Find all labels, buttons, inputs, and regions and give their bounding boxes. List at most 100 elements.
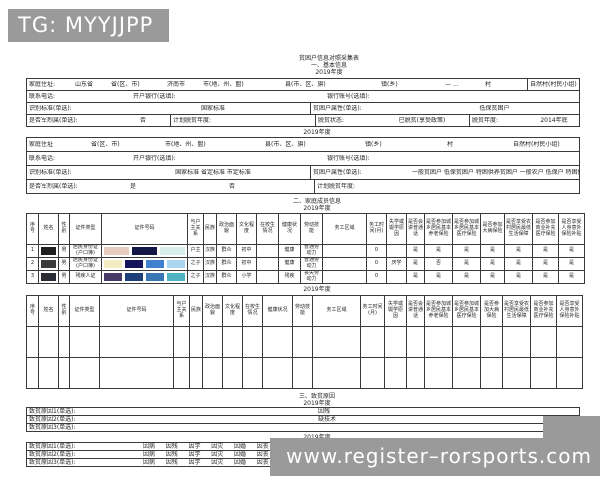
member-col-header: 是否参加城乡居民基本医疗保险 xyxy=(452,295,481,327)
family-members-table-filled: 序号 姓名 性别 证件类型 证件号码 与户主关系 民族 政治面貌 文化程度 在校生情况 健康状况 劳动… xyxy=(26,213,585,284)
redacted-cell xyxy=(101,270,188,284)
divider xyxy=(310,166,311,179)
cause-option: 因婚 xyxy=(233,458,246,466)
member-cell xyxy=(502,326,531,358)
member-cell xyxy=(360,326,385,358)
member-cell xyxy=(384,357,407,389)
out-year-value: 2014年底 xyxy=(540,116,568,124)
redaction-block xyxy=(41,260,56,268)
cause-option: 因残 xyxy=(165,442,178,450)
member-cell xyxy=(256,244,279,258)
divider xyxy=(170,115,171,126)
section2-year: 2019年度 xyxy=(303,205,331,212)
standard-label: 识别标准(单选): xyxy=(29,168,72,176)
redaction-block xyxy=(104,260,122,268)
status-value: 已脱贫(享受政策) xyxy=(398,116,446,124)
account-label: 银行账号(选填): xyxy=(327,92,370,100)
plan-year-label: 计划脱贫年度: xyxy=(173,116,212,124)
cause-option: 因丧 xyxy=(256,458,269,466)
member-col-header: 是否享受农村居民最低生活保障 xyxy=(504,213,533,245)
basic-info-blank: 家庭住址 省(区、市) 市(地、州、盟) 县(市、区、旗) 镇(乡) 村 自然村… xyxy=(26,137,580,194)
member-cell: 是 xyxy=(480,257,505,271)
military-row-blank: 是否军烈属(单选): 是 否 计划脱贫年度: xyxy=(26,180,580,194)
member-cell: 是 xyxy=(558,244,585,258)
member-cell: 是 xyxy=(480,244,505,258)
cause-option: 因婚 xyxy=(233,450,246,458)
village-suffix: 村 xyxy=(447,140,454,148)
year-label-3: 2019年度 xyxy=(303,286,331,293)
member-cell xyxy=(38,326,59,358)
redaction-block xyxy=(104,273,122,281)
member-cell: 汉族 xyxy=(203,244,217,258)
standard-row-blank: 识别标准(单选): 国家标准 省定标准 市定标准 贫困户属性(单选): 一般贫困… xyxy=(26,166,580,180)
military-value: 否 xyxy=(139,116,146,124)
member-col-header: 是否参加商业补充医疗保险 xyxy=(532,213,559,245)
member-cell xyxy=(38,357,59,389)
redacted-cell xyxy=(101,257,188,271)
redaction-block xyxy=(146,273,164,281)
member-cell: 群众 xyxy=(216,270,237,284)
member-cell xyxy=(173,326,190,358)
cause-options-label: 致贫原因1(单选): xyxy=(29,442,76,450)
member-col-header: 是否参加城乡居民基本养老保险 xyxy=(424,213,453,245)
cause-option: 因丧 xyxy=(256,450,269,458)
member-col-header: 是否享受人身意外保险补贴 xyxy=(556,295,583,327)
redaction-block xyxy=(146,260,164,268)
member-col-header: 文化程度 xyxy=(236,213,257,245)
member-cell: 丧失劳动力 xyxy=(300,270,323,284)
redacted-cell xyxy=(38,270,59,284)
phone-bank-row-blank: 联系电话: 开户银行(选填): 银行账号(选填): xyxy=(26,152,580,166)
family-members-table-blank: 序号 姓名 性别 证件类型 证件号码 与户主关系 民族 政治面貌 文化程度 在校生情况 健康状况 劳动… xyxy=(26,295,583,389)
member-cell: 初中 xyxy=(236,244,257,258)
member-cell xyxy=(322,270,367,284)
attr-label: 贫困户属性(单选): xyxy=(313,104,362,112)
member-col-header: 姓名 xyxy=(38,295,59,327)
member-cell: 男 xyxy=(58,270,70,284)
member-cell xyxy=(322,257,367,271)
member-cell: 是 xyxy=(424,244,453,258)
member-col-header: 姓名 xyxy=(38,213,59,245)
cause-option: 因丧 xyxy=(256,442,269,450)
member-cell: 是 xyxy=(558,270,585,284)
member-row: 2 男居民身份证(户口簿) 之子 汉族 群众 初中 健康 普通劳动力 0 厌学是否是是是是是 xyxy=(26,257,585,271)
standard-value: 国家标准 xyxy=(200,104,225,112)
member-cell xyxy=(312,357,361,389)
cause-option: 因灾 xyxy=(211,450,224,458)
member-col-header: 文化程度 xyxy=(222,295,243,327)
member-cell xyxy=(452,357,481,389)
member-cell: 普通劳动力 xyxy=(300,244,323,258)
member-cell xyxy=(99,326,174,358)
member-cell: 1 xyxy=(26,244,39,258)
member-cell: 是 xyxy=(406,244,425,258)
county-suffix: 县(市、区、旗) xyxy=(285,80,326,88)
member-col-header: 是否享受人身意外保险补贴 xyxy=(558,213,585,245)
redaction-block xyxy=(41,273,56,281)
member-col-header: 务工区域 xyxy=(312,295,361,327)
scanned-form: 贫困户信息对照采集表 一、基本信息 2019年度 家庭住址: 山东省 省(区、市… xyxy=(26,55,585,467)
member-col-header: 是否参加商业补充医疗保险 xyxy=(530,295,557,327)
standard-label: 识别标准(单选): xyxy=(29,104,72,112)
member-cell: 是 xyxy=(452,244,481,258)
member-cell xyxy=(424,326,453,358)
military-label: 是否军烈属(单选): xyxy=(29,182,78,190)
member-cell xyxy=(424,357,453,389)
member-cell: 0 xyxy=(366,257,387,271)
member-row xyxy=(26,357,583,389)
town-suffix: 镇(乡) xyxy=(381,80,398,88)
member-cell xyxy=(452,326,481,358)
hamlet-label: 自然村(村民小组) xyxy=(530,80,577,88)
member-cell xyxy=(556,357,583,389)
cause-options-label: 致贫原因3(单选): xyxy=(29,458,76,466)
attr-options: 一般贫困户 低保贫困户 特困供养贫困户 一般农户 低保户 特困供养户 xyxy=(412,168,579,176)
member-col-header: 务工时间(月) xyxy=(360,295,385,327)
member-col-header: 政治面貌 xyxy=(216,213,237,245)
member-cell: 健康 xyxy=(278,257,301,271)
poverty-causes-filled: 致贫原因1(单选): 因残 致贫原因2(单选): 缺技术 致贫原因3(单选): xyxy=(26,407,580,432)
redaction-block xyxy=(132,247,157,255)
member-col-header: 健康状况 xyxy=(262,295,293,327)
member-col-header: 性别 xyxy=(58,213,70,245)
member-col-header: 是否享受农村居民最低生活保障 xyxy=(502,295,531,327)
member-cell: 群众 xyxy=(216,257,237,271)
member-cell: 否 xyxy=(424,257,453,271)
attr-label: 贫困户属性(单选): xyxy=(313,168,362,176)
